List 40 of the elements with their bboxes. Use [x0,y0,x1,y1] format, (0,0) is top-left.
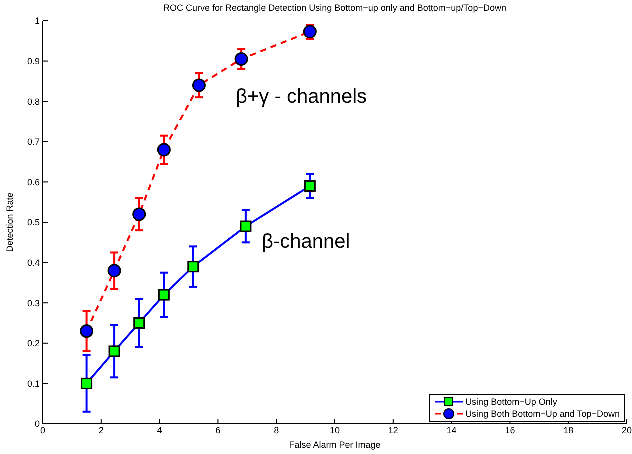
y-tick-label: 0.7 [27,137,40,148]
point [81,378,93,390]
annotation: β+γ - channels [236,86,368,109]
point [134,318,146,329]
point [192,78,206,92]
y-tick-label: 0.5 [27,218,40,228]
x-tick-label: 16 [505,425,516,436]
x-tick-label: 2 [98,425,104,436]
x-tick-label: 18 [564,425,574,436]
point [158,289,170,301]
x-tick-label: 12 [388,425,398,436]
point [188,261,200,273]
chart-title: ROC Curve for Rectangle Detection Using Bottom−up only and Bottom−up/Top−Down [162,3,508,13]
point [108,264,122,278]
x-tick-label: 8 [274,425,280,436]
y-tick-label: 0.9 [27,56,40,66]
x-tick-label: 14 [446,425,457,436]
point [240,220,252,232]
x-axis-title: False Alarm Per Image [289,440,381,450]
point [80,324,94,338]
legend-label: Using Both Bottom−Up and Top−Down [466,409,620,419]
x-tick-label: 6 [216,425,221,436]
point [157,143,171,157]
y-axis-title: Detection Rate [5,192,16,252]
x-tick-label: 10 [330,425,340,436]
point [234,52,248,66]
x-tick-label: 20 [622,425,632,436]
y-tick-label: 0.3 [27,298,40,308]
y-tick-label: 0.6 [27,177,40,188]
y-tick-label: 1 [34,16,40,26]
annotation: β-channel [262,231,350,254]
y-tick-label: 0.2 [27,338,40,349]
x-tick-label: 4 [157,425,162,436]
point [304,180,316,192]
y-tick-label: 0.1 [27,378,40,389]
point [132,208,146,222]
y-tick-label: 0.8 [27,96,40,107]
point [108,346,120,358]
y-tick-label: 0.4 [27,258,40,268]
legend-label: Using Bottom−Up Only [466,397,558,407]
